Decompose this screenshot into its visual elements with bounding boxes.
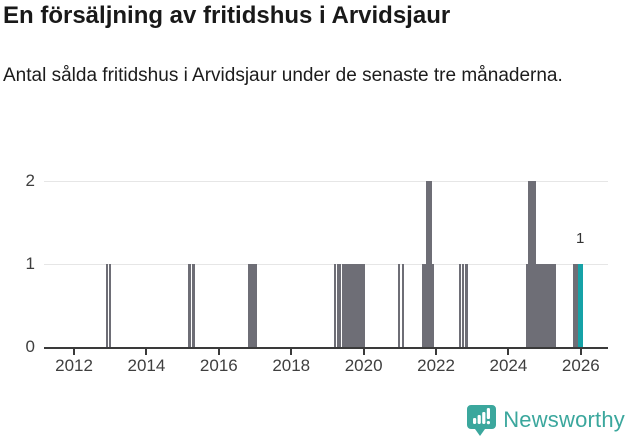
bar	[397, 264, 401, 347]
x-axis-label: 2018	[272, 356, 311, 375]
x-axis-label: 2012	[55, 356, 93, 375]
y-axis-label: 2	[25, 171, 35, 190]
brand-name: Newsworthy	[503, 407, 625, 432]
x-tick	[579, 349, 582, 355]
x-axis-label: 2016	[199, 356, 238, 375]
bar	[429, 181, 432, 347]
newsworthy-logo[interactable]: Newsworthy	[466, 401, 625, 439]
y-axis-label: 1	[25, 254, 35, 273]
bar	[248, 264, 258, 347]
bar	[431, 264, 435, 347]
gridline	[44, 264, 608, 265]
newsworthy-icon	[467, 405, 497, 436]
x-tick	[217, 349, 220, 355]
bar	[191, 264, 195, 347]
bar	[465, 264, 468, 347]
y-axis-label: 0	[25, 337, 35, 356]
bar	[528, 181, 536, 347]
bar	[462, 264, 465, 347]
bar	[336, 264, 339, 347]
x-tick	[145, 349, 148, 355]
x-axis-label: 2026	[561, 356, 600, 375]
x-tick	[73, 349, 76, 355]
x-axis-label: 2020	[344, 356, 383, 375]
x-tick	[362, 349, 365, 355]
x-tick	[507, 349, 510, 355]
x-axis-label: 2022	[417, 356, 455, 375]
gridline	[44, 181, 608, 182]
plot-area	[44, 181, 608, 349]
bar	[422, 264, 426, 347]
highlight-bar	[577, 264, 583, 347]
x-axis-label: 2024	[489, 356, 528, 375]
x-axis-label: 2014	[127, 356, 166, 375]
x-tick	[435, 349, 438, 355]
chart-title: En försäljning av fritidshus i Arvidsjau…	[3, 2, 451, 29]
bar	[341, 264, 366, 347]
bar	[333, 264, 336, 347]
bar	[401, 264, 404, 347]
chart-subtitle: Antal sålda fritidshus i Arvidsjaur unde…	[3, 65, 563, 86]
bar	[425, 181, 429, 347]
bar	[188, 264, 191, 347]
bar	[105, 264, 108, 347]
x-tick	[290, 349, 293, 355]
bar	[573, 264, 578, 347]
bar	[108, 264, 112, 347]
bar	[339, 264, 342, 347]
bar	[458, 264, 462, 347]
bar-value-label: 1	[575, 230, 585, 247]
